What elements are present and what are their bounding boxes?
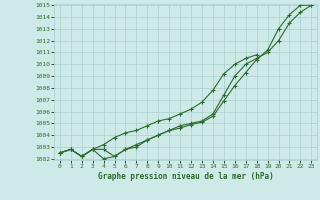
X-axis label: Graphe pression niveau de la mer (hPa): Graphe pression niveau de la mer (hPa) bbox=[98, 172, 274, 181]
